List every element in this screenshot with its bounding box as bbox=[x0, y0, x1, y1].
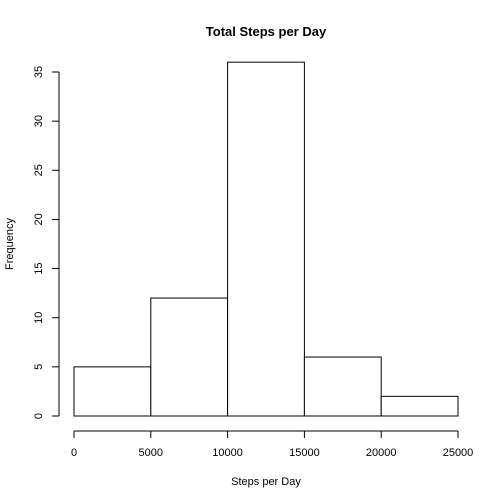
x-tick-label: 0 bbox=[71, 447, 77, 459]
y-tick-label: 15 bbox=[33, 262, 45, 274]
histogram-bar-2 bbox=[227, 61, 305, 417]
histogram-bar-4 bbox=[380, 395, 459, 417]
bars-group bbox=[73, 61, 459, 417]
y-axis-label: Frequency bbox=[4, 218, 16, 270]
x-tick-label: 10000 bbox=[212, 447, 243, 459]
x-tick-label: 20000 bbox=[366, 447, 397, 459]
x-axis: 0 5000 10000 15000 20000 25000 bbox=[71, 430, 474, 459]
y-tick-label: 25 bbox=[33, 164, 45, 176]
y-tick-label: 10 bbox=[33, 312, 45, 324]
x-axis-label: Steps per Day bbox=[231, 476, 301, 488]
histogram-bar-1 bbox=[150, 297, 229, 417]
y-tick-label: 20 bbox=[33, 213, 45, 225]
y-tick-label: 35 bbox=[33, 66, 45, 78]
histogram-bar-0 bbox=[73, 366, 152, 417]
x-tick-label: 15000 bbox=[289, 447, 320, 459]
y-tick-label: 5 bbox=[33, 364, 45, 370]
x-tick-label: 5000 bbox=[139, 447, 163, 459]
histogram-bar-3 bbox=[303, 356, 382, 417]
x-tick-label: 25000 bbox=[443, 447, 474, 459]
y-tick-label: 30 bbox=[33, 115, 45, 127]
y-tick-label: 0 bbox=[33, 413, 45, 419]
y-axis: 0 5 10 15 20 25 30 35 bbox=[33, 66, 60, 419]
chart-title: Total Steps per Day bbox=[206, 24, 327, 39]
